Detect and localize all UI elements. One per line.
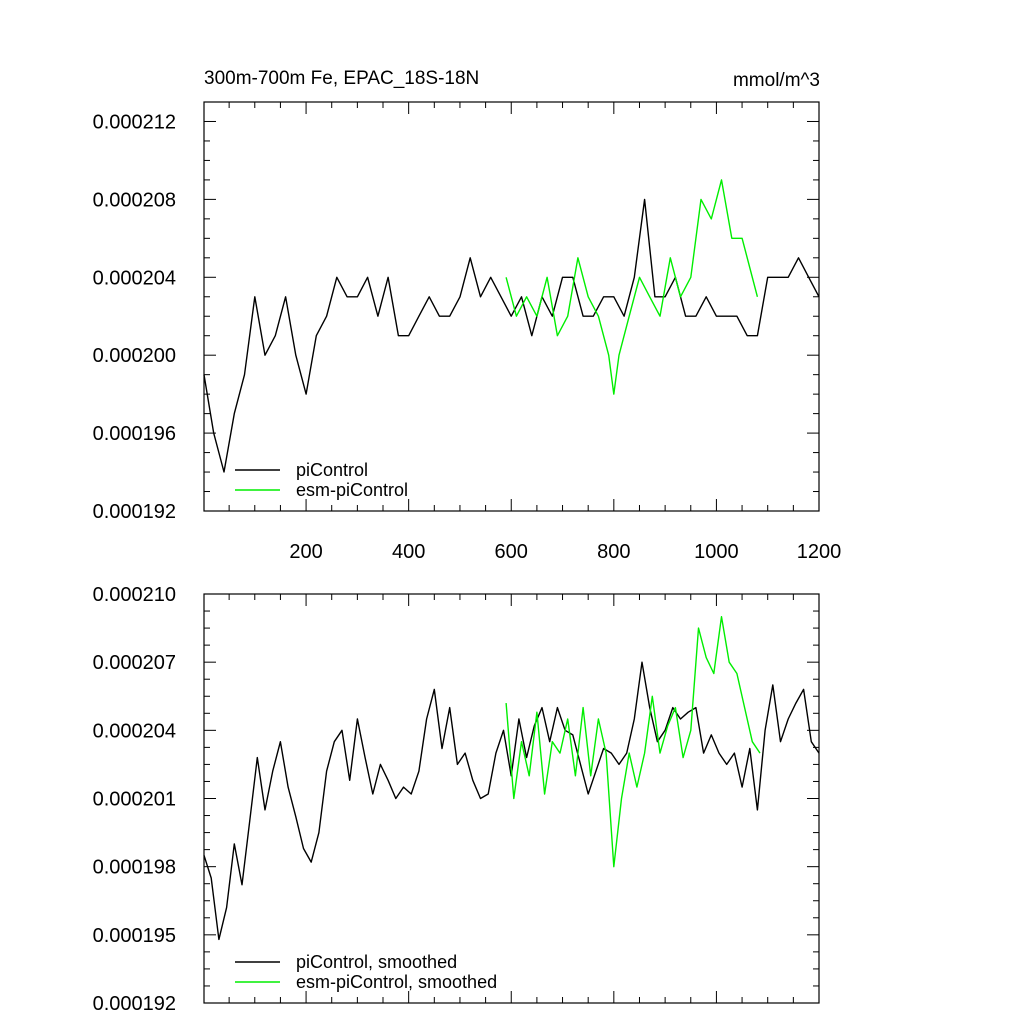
x-tick-label: 600 [495,541,528,563]
series-line-esm-picontrol-smoothed [505,616,761,868]
y-tick-label: 0.000192 [93,993,176,1015]
bottom-legend: piControl, smoothed esm-piControl, smoot… [235,952,497,992]
top-panel: 300m-700m Fe, EPAC_18S-18N mmol/m^3 0.00… [93,68,842,563]
y-tick-label: 0.000198 [93,857,176,879]
x-tick-label: 800 [597,541,630,563]
y-tick-label: 0.000207 [93,652,176,674]
y-tick-label: 0.000201 [93,789,176,811]
x-tick-label: 400 [392,541,425,563]
units-label: mmol/m^3 [733,70,820,91]
bottom-series-group [203,616,820,941]
y-tick-label: 0.000208 [93,189,176,211]
y-tick-label: 0.000195 [93,925,176,947]
legend-label-picontrol-smoothed: piControl, smoothed [296,952,457,972]
y-tick-label: 0.000210 [93,584,176,606]
y-tick-label: 0.000204 [93,720,176,742]
bottom-plot-frame [203,593,820,1004]
x-tick-label: 1000 [694,541,739,563]
legend-label-esm-picontrol-smoothed: esm-piControl, smoothed [296,972,497,992]
y-tick-label: 0.000204 [93,267,176,289]
x-tick-label: 1200 [797,541,842,563]
top-plot-frame [203,101,820,512]
y-tick-label: 0.000192 [93,501,176,523]
chart-title: 300m-700m Fe, EPAC_18S-18N [204,68,479,89]
top-series-group [203,179,820,473]
bottom-axis-ticks: 0.000192 0.000195 0.000198 0.000201 0.000204… [93,584,820,1015]
bottom-panel: 0.000192 0.000195 0.000198 0.000201 0.000204… [93,584,820,1015]
y-tick-label: 0.000200 [93,345,176,367]
legend-label-picontrol: piControl [296,460,368,480]
series-line-esm-picontrol [505,179,759,395]
legend-label-esm-picontrol: esm-piControl [296,480,408,500]
series-line-picontrol-smoothed [203,661,820,941]
y-tick-label: 0.000196 [93,423,176,445]
x-tick-label: 200 [289,541,322,563]
top-legend: piControl esm-piControl [235,460,408,500]
y-tick-label: 0.000212 [93,111,176,133]
series-line-picontrol [203,198,820,473]
top-axis-ticks: 0.000192 0.000196 0.000200 0.000204 0.000208… [93,102,842,563]
